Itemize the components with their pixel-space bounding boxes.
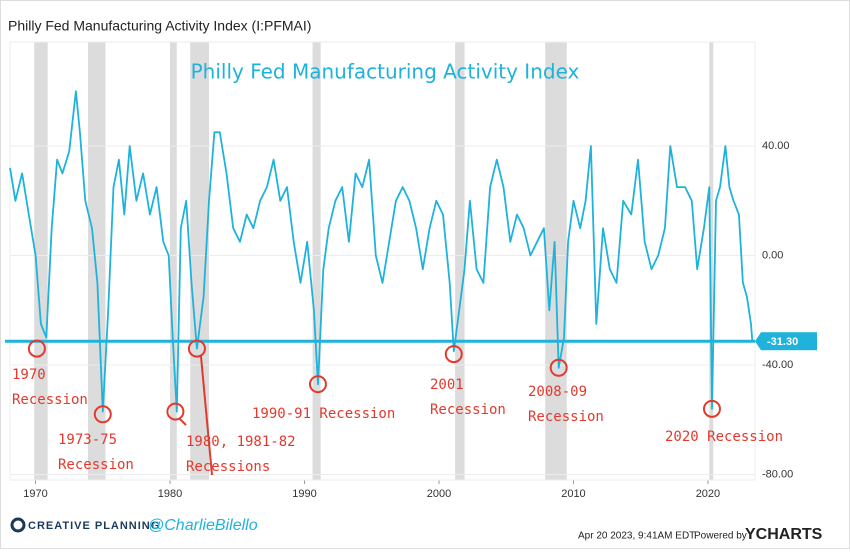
annotation-connector [178, 417, 187, 426]
x-tick-label: 1980 [158, 488, 182, 500]
recession-band [34, 42, 48, 480]
handle: @CharlieBilello [148, 517, 258, 534]
x-tick-label: 2000 [427, 488, 451, 500]
y-tick-label: -40.00 [762, 359, 793, 371]
powered-by: Powered by [694, 531, 747, 542]
x-tick-label: 2010 [561, 488, 585, 500]
inner-title: Philly Fed Manufacturing Activity Index [191, 60, 580, 84]
plot-area [9, 41, 756, 481]
annotation-text: Recession [58, 457, 134, 473]
last-value-pointer [755, 332, 761, 351]
annotation-circle [93, 405, 112, 424]
annotation-circle [166, 402, 185, 421]
series-line [9, 90, 754, 413]
last-value-label: -31.30 [767, 336, 798, 348]
annotation-text: 1980, 1981-82 [186, 434, 296, 450]
annotation-circle [187, 339, 206, 358]
annotation-connector [199, 355, 213, 476]
annotation-text: 1990-91 Recession [252, 406, 395, 422]
annotation-circle [444, 345, 463, 364]
recession-band [190, 42, 210, 480]
date: Apr 20 2023, 9:41AM EDT. [578, 531, 697, 542]
recession-band [87, 42, 106, 480]
y-tick-label: 40.00 [762, 140, 790, 152]
annotation-circle [702, 399, 721, 418]
annotation-text: Recession [430, 402, 506, 418]
annotation-text: 1973-75 [58, 432, 117, 448]
x-tick-label: 2020 [696, 488, 720, 500]
logo [10, 517, 26, 533]
annotation-circle [549, 358, 568, 377]
recession-band [455, 42, 465, 480]
chart-title: Philly Fed Manufacturing Activity Index … [8, 18, 311, 34]
recession-band [312, 42, 321, 480]
y-tick-label: 0.00 [762, 249, 783, 261]
annotation-text: Recession [12, 392, 88, 408]
annotation-circle [27, 339, 46, 358]
x-tick-label: 1990 [292, 488, 316, 500]
provider: YCHARTS [745, 526, 823, 543]
annotation-circle [308, 375, 327, 394]
annotation-text: Recession [528, 409, 604, 425]
x-tick-label: 1970 [23, 488, 47, 500]
recession-band [170, 42, 177, 480]
footer: CREATIVE PLANNING @CharlieBilello Apr 20… [10, 517, 823, 543]
annotation-text: 2008-09 [528, 384, 587, 400]
annotation-text: 1970 [12, 367, 46, 383]
y-tick-label: -80.00 [762, 468, 793, 480]
annotation-text: Recessions [186, 459, 270, 475]
recession-band [709, 42, 714, 480]
brand: CREATIVE PLANNING [28, 520, 160, 532]
last-value-box [761, 332, 817, 351]
annotation-text: 2020 Recession [665, 429, 783, 445]
annotation-text: 2001 [430, 377, 464, 393]
